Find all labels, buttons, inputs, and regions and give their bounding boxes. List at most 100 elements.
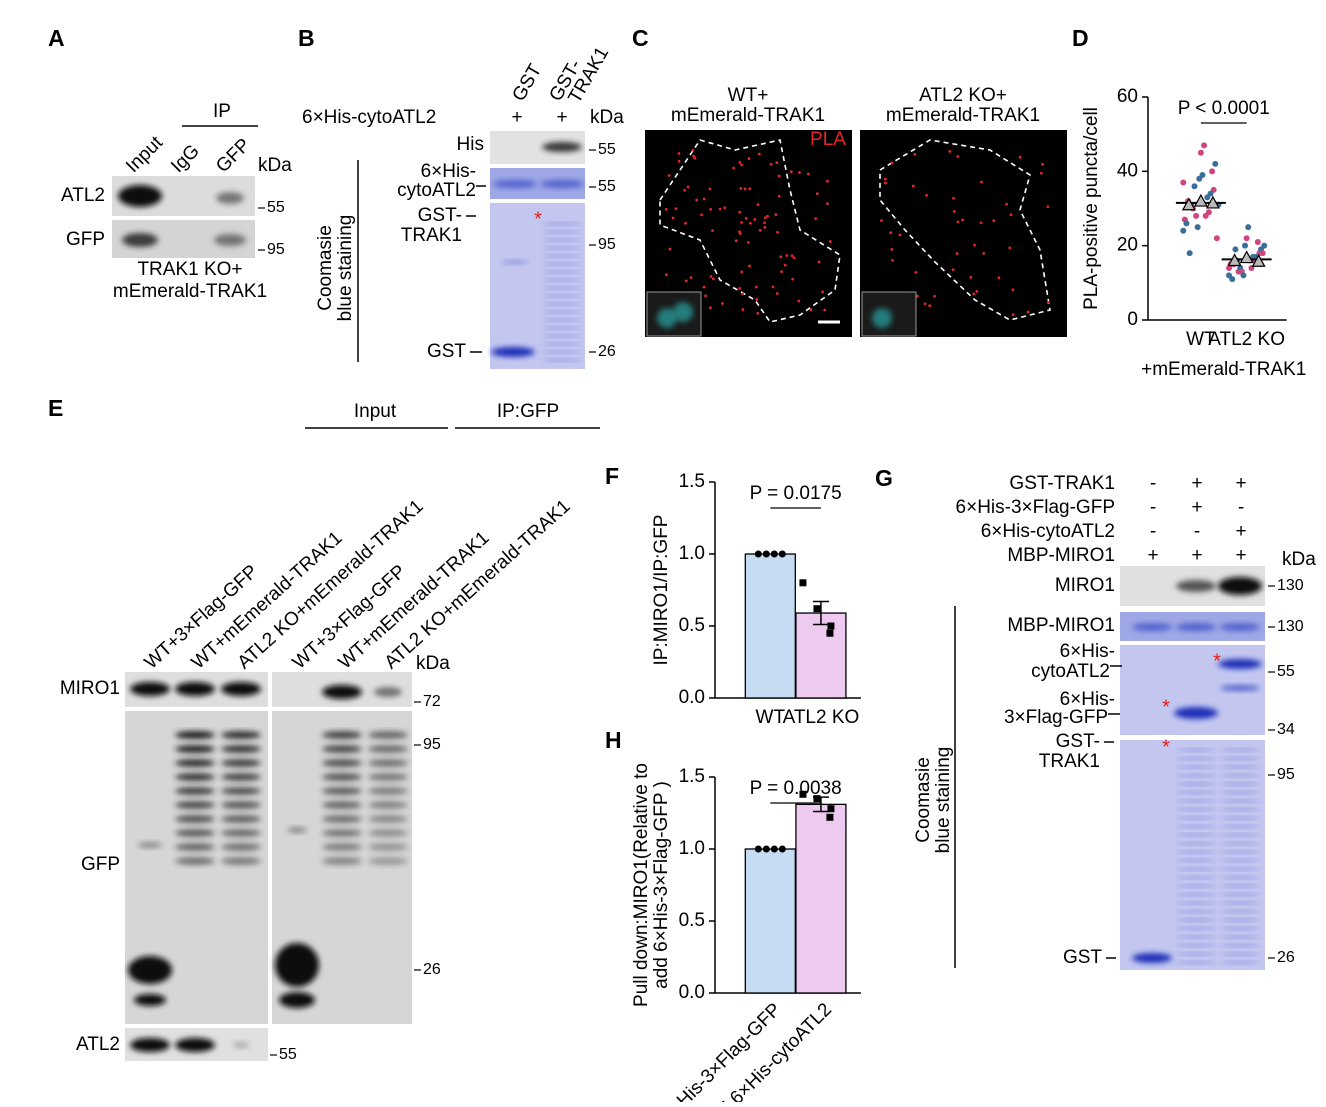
pla-dot	[779, 255, 783, 259]
band	[1176, 867, 1216, 871]
pla-dot	[740, 163, 743, 167]
pla-dot	[928, 304, 932, 308]
pla-dot	[668, 247, 672, 251]
pla-dot	[771, 285, 775, 289]
pla-dot	[702, 197, 706, 201]
dot	[1232, 246, 1239, 253]
pla-dot	[700, 213, 703, 217]
point	[827, 805, 835, 813]
band	[1220, 961, 1260, 964]
pla-dot	[702, 285, 706, 289]
label: MIRO1	[60, 678, 120, 699]
band	[1220, 952, 1260, 956]
band	[368, 745, 408, 753]
y-tick-label: 1.5	[679, 471, 705, 492]
label: kDa	[258, 155, 292, 176]
band	[1176, 782, 1216, 786]
inset-frame	[861, 291, 917, 337]
header: 6×His-cytoATL2	[302, 107, 436, 128]
pla-dot	[780, 270, 784, 274]
pla-dot	[1046, 301, 1050, 304]
dot	[1194, 224, 1201, 231]
band	[1176, 850, 1216, 854]
y-tick-label: 0	[1127, 309, 1138, 330]
band	[1176, 876, 1216, 879]
lane-label: GFP	[212, 135, 254, 177]
pla-dot	[884, 181, 887, 185]
band	[322, 787, 362, 795]
pla-dot	[741, 308, 745, 311]
label: MBP-MIRO1	[1007, 545, 1115, 566]
pla-dot	[956, 155, 960, 158]
band	[491, 347, 535, 357]
pla-dot	[665, 273, 668, 277]
label: +	[1147, 545, 1158, 566]
pla-dot	[691, 148, 695, 152]
dot	[1209, 168, 1216, 175]
dot	[1259, 250, 1266, 257]
band	[1176, 799, 1216, 803]
pla-dot	[923, 302, 927, 306]
band	[1176, 765, 1216, 769]
cell-outline	[659, 139, 841, 323]
band	[221, 829, 261, 837]
band	[1176, 910, 1216, 913]
kda-marker: 26	[598, 343, 616, 360]
band	[542, 254, 582, 258]
pla-dot	[739, 186, 743, 190]
replicate-mean	[1205, 195, 1220, 209]
kda-marker: 130	[1277, 618, 1304, 635]
kda-marker: 95	[598, 236, 616, 253]
point	[827, 622, 835, 630]
dot	[1191, 183, 1198, 190]
asterisk: *	[1213, 650, 1221, 672]
point	[826, 629, 834, 637]
pla-dot	[757, 152, 761, 156]
band	[1176, 935, 1216, 939]
pla-dot	[777, 174, 781, 178]
inset-frame	[646, 291, 702, 337]
band	[1176, 842, 1216, 845]
point	[813, 605, 821, 613]
band	[368, 801, 408, 809]
pla-dot	[693, 156, 697, 160]
pla-dot	[1005, 202, 1008, 206]
dot	[1180, 227, 1187, 234]
pla-dot	[956, 220, 960, 224]
band	[542, 326, 582, 330]
band	[221, 787, 261, 795]
kda-marker: 26	[1277, 949, 1295, 966]
blot	[1120, 740, 1265, 970]
y-tick-label: 0.0	[679, 687, 705, 708]
pla-label: PLA	[810, 129, 846, 150]
pla-dot	[748, 187, 752, 191]
pla-dot	[913, 152, 917, 156]
pla-dot	[738, 286, 742, 290]
pla-dot	[683, 188, 687, 192]
band	[175, 759, 215, 767]
pla-dot	[791, 277, 795, 281]
pla-dot	[1026, 310, 1030, 314]
dot	[1261, 242, 1268, 249]
band	[118, 185, 162, 207]
band	[1220, 927, 1260, 930]
y-tick-label: 0.0	[679, 982, 705, 1003]
band	[322, 857, 362, 865]
label: mEmerald-TRAK1	[671, 105, 825, 126]
band	[542, 294, 582, 298]
pla-dot	[711, 229, 714, 232]
band	[1220, 833, 1260, 837]
label: -	[1238, 497, 1244, 518]
pla-dot	[951, 268, 955, 272]
band	[322, 745, 362, 753]
label: IP	[213, 101, 231, 122]
band	[542, 270, 582, 274]
pla-dot	[664, 207, 668, 211]
pla-dot	[738, 230, 741, 234]
band	[221, 731, 261, 739]
band	[1220, 935, 1260, 939]
band	[1220, 884, 1260, 888]
pla-dot	[821, 290, 824, 294]
pla-dot	[711, 277, 715, 281]
y-tick-label: 1.5	[679, 766, 705, 787]
